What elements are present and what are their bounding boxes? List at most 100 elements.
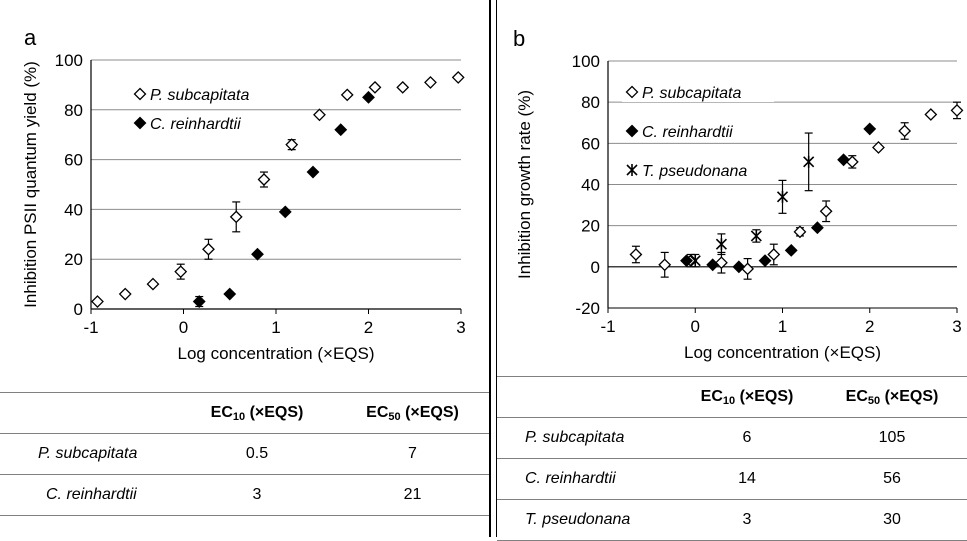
x-tick-label: 1 bbox=[271, 318, 280, 337]
data-point bbox=[898, 124, 912, 138]
x-tick-label: 1 bbox=[778, 317, 787, 336]
species-name: C. reinhardtii bbox=[0, 474, 178, 516]
data-point bbox=[396, 80, 410, 94]
y-tick-label: 20 bbox=[581, 217, 600, 236]
data-point bbox=[658, 258, 672, 272]
data-point bbox=[118, 287, 132, 301]
data-point bbox=[362, 90, 375, 104]
data-point bbox=[174, 265, 188, 279]
y-axis-title: Inhibition growth rate (%) bbox=[515, 90, 534, 279]
data-point bbox=[750, 229, 762, 242]
x-axis-title: Log concentration (×EQS) bbox=[684, 343, 881, 362]
species-name: C. reinhardtii bbox=[497, 458, 677, 500]
data-point bbox=[340, 88, 354, 102]
data-point bbox=[285, 138, 299, 152]
table-b-header-species bbox=[497, 376, 677, 418]
table-a-header-row: EC10 (×EQS) EC50 (×EQS) bbox=[0, 392, 489, 434]
data-point bbox=[451, 71, 465, 84]
data-point bbox=[950, 103, 964, 117]
table-a-header-ec10: EC10 (×EQS) bbox=[178, 392, 336, 434]
data-point bbox=[810, 221, 824, 235]
table-row: C. reinhardtii 14 56 bbox=[497, 458, 967, 500]
y-tick-label: -20 bbox=[575, 299, 600, 318]
x-tick-label: 0 bbox=[179, 318, 188, 337]
legend-marker bbox=[625, 124, 639, 138]
data-point bbox=[306, 165, 320, 179]
ec10-value: 6 bbox=[677, 417, 817, 459]
data-point bbox=[803, 155, 815, 168]
y-tick-label: 80 bbox=[64, 101, 83, 120]
data-point bbox=[767, 248, 781, 261]
ec50-value: 7 bbox=[336, 433, 489, 475]
y-tick-label: 80 bbox=[581, 93, 600, 112]
x-tick-label: 2 bbox=[865, 317, 874, 336]
species-name: T. pseudonana bbox=[497, 499, 677, 541]
data-point bbox=[629, 248, 643, 261]
y-tick-label: 60 bbox=[581, 134, 600, 153]
legend-marker bbox=[626, 164, 638, 176]
table-b-header-row: EC10 (×EQS) EC50 (×EQS) bbox=[497, 376, 967, 418]
panel-label: a bbox=[24, 25, 37, 50]
series-open-diamond bbox=[91, 71, 465, 308]
x-tick-label: 2 bbox=[364, 318, 373, 337]
data-point bbox=[706, 258, 720, 272]
data-point bbox=[424, 75, 437, 89]
legend-marker bbox=[133, 87, 147, 101]
panel-label: b bbox=[513, 26, 525, 51]
legend-label: C. reinhardtii bbox=[150, 116, 241, 133]
data-point bbox=[863, 122, 877, 136]
ec10-value: 3 bbox=[178, 474, 336, 516]
table-b-header-ec50: EC50 (×EQS) bbox=[817, 376, 967, 418]
table-b-header-ec10: EC10 (×EQS) bbox=[677, 376, 817, 418]
data-point bbox=[819, 204, 833, 218]
y-tick-label: 0 bbox=[74, 300, 83, 319]
legend-background bbox=[130, 113, 282, 133]
table-a: EC10 (×EQS) EC50 (×EQS) P. subcapitata 0… bbox=[0, 392, 489, 516]
series-filled-diamond bbox=[192, 90, 375, 308]
data-point bbox=[251, 247, 264, 261]
data-point bbox=[845, 155, 859, 169]
x-tick-label: -1 bbox=[600, 317, 615, 336]
y-tick-label: 40 bbox=[64, 200, 83, 219]
table-row: P. subcapitata 0.5 7 bbox=[0, 433, 489, 475]
data-point bbox=[741, 262, 755, 276]
data-point bbox=[793, 225, 807, 239]
series-filled-diamond bbox=[680, 122, 877, 274]
species-name: P. subcapitata bbox=[0, 433, 178, 475]
data-point bbox=[758, 254, 772, 268]
x-tick-label: 3 bbox=[952, 317, 961, 336]
panel-b: b -20 0 20 40 60 80 100 -1 0 1 2 3 Log concentration … bbox=[496, 0, 967, 541]
y-axis-title: Inhibition PSII quantum yield (%) bbox=[21, 61, 40, 308]
legend-background bbox=[130, 84, 282, 104]
data-point bbox=[334, 123, 348, 137]
table-a-header-ec50: EC50 (×EQS) bbox=[336, 392, 489, 434]
legend-marker bbox=[133, 116, 147, 130]
data-point bbox=[91, 295, 104, 308]
legend-label: T. pseudonana bbox=[642, 163, 747, 180]
chart-b: b -20 0 20 40 60 80 100 -1 0 1 2 3 Log concentration … bbox=[513, 26, 964, 362]
data-point bbox=[715, 256, 728, 270]
y-tick-label: 0 bbox=[591, 258, 600, 277]
series-open-diamond bbox=[629, 101, 964, 280]
panel-a: a 0 20 40 60 80 100 -1 0 1 2 3 Log concentration (×E… bbox=[0, 0, 491, 537]
data-point bbox=[732, 260, 746, 274]
data-point bbox=[257, 173, 271, 186]
data-point bbox=[368, 80, 382, 94]
x-tick-label: -1 bbox=[83, 318, 98, 337]
data-point bbox=[313, 108, 326, 122]
ec50-value: 21 bbox=[336, 474, 489, 516]
data-point bbox=[223, 287, 237, 301]
species-name: P. subcapitata bbox=[497, 417, 677, 459]
y-tick-label: 60 bbox=[64, 151, 83, 170]
table-a-header-species bbox=[0, 392, 178, 434]
data-point bbox=[680, 254, 693, 268]
data-point bbox=[278, 205, 292, 219]
y-tick-label: 100 bbox=[55, 51, 83, 70]
legend-background bbox=[622, 82, 774, 102]
legend-background bbox=[622, 160, 765, 180]
data-point bbox=[837, 153, 850, 167]
x-axis-title: Log concentration (×EQS) bbox=[177, 344, 374, 363]
y-tick-label: 40 bbox=[581, 176, 600, 195]
legend-label: C. reinhardtii bbox=[642, 124, 733, 141]
